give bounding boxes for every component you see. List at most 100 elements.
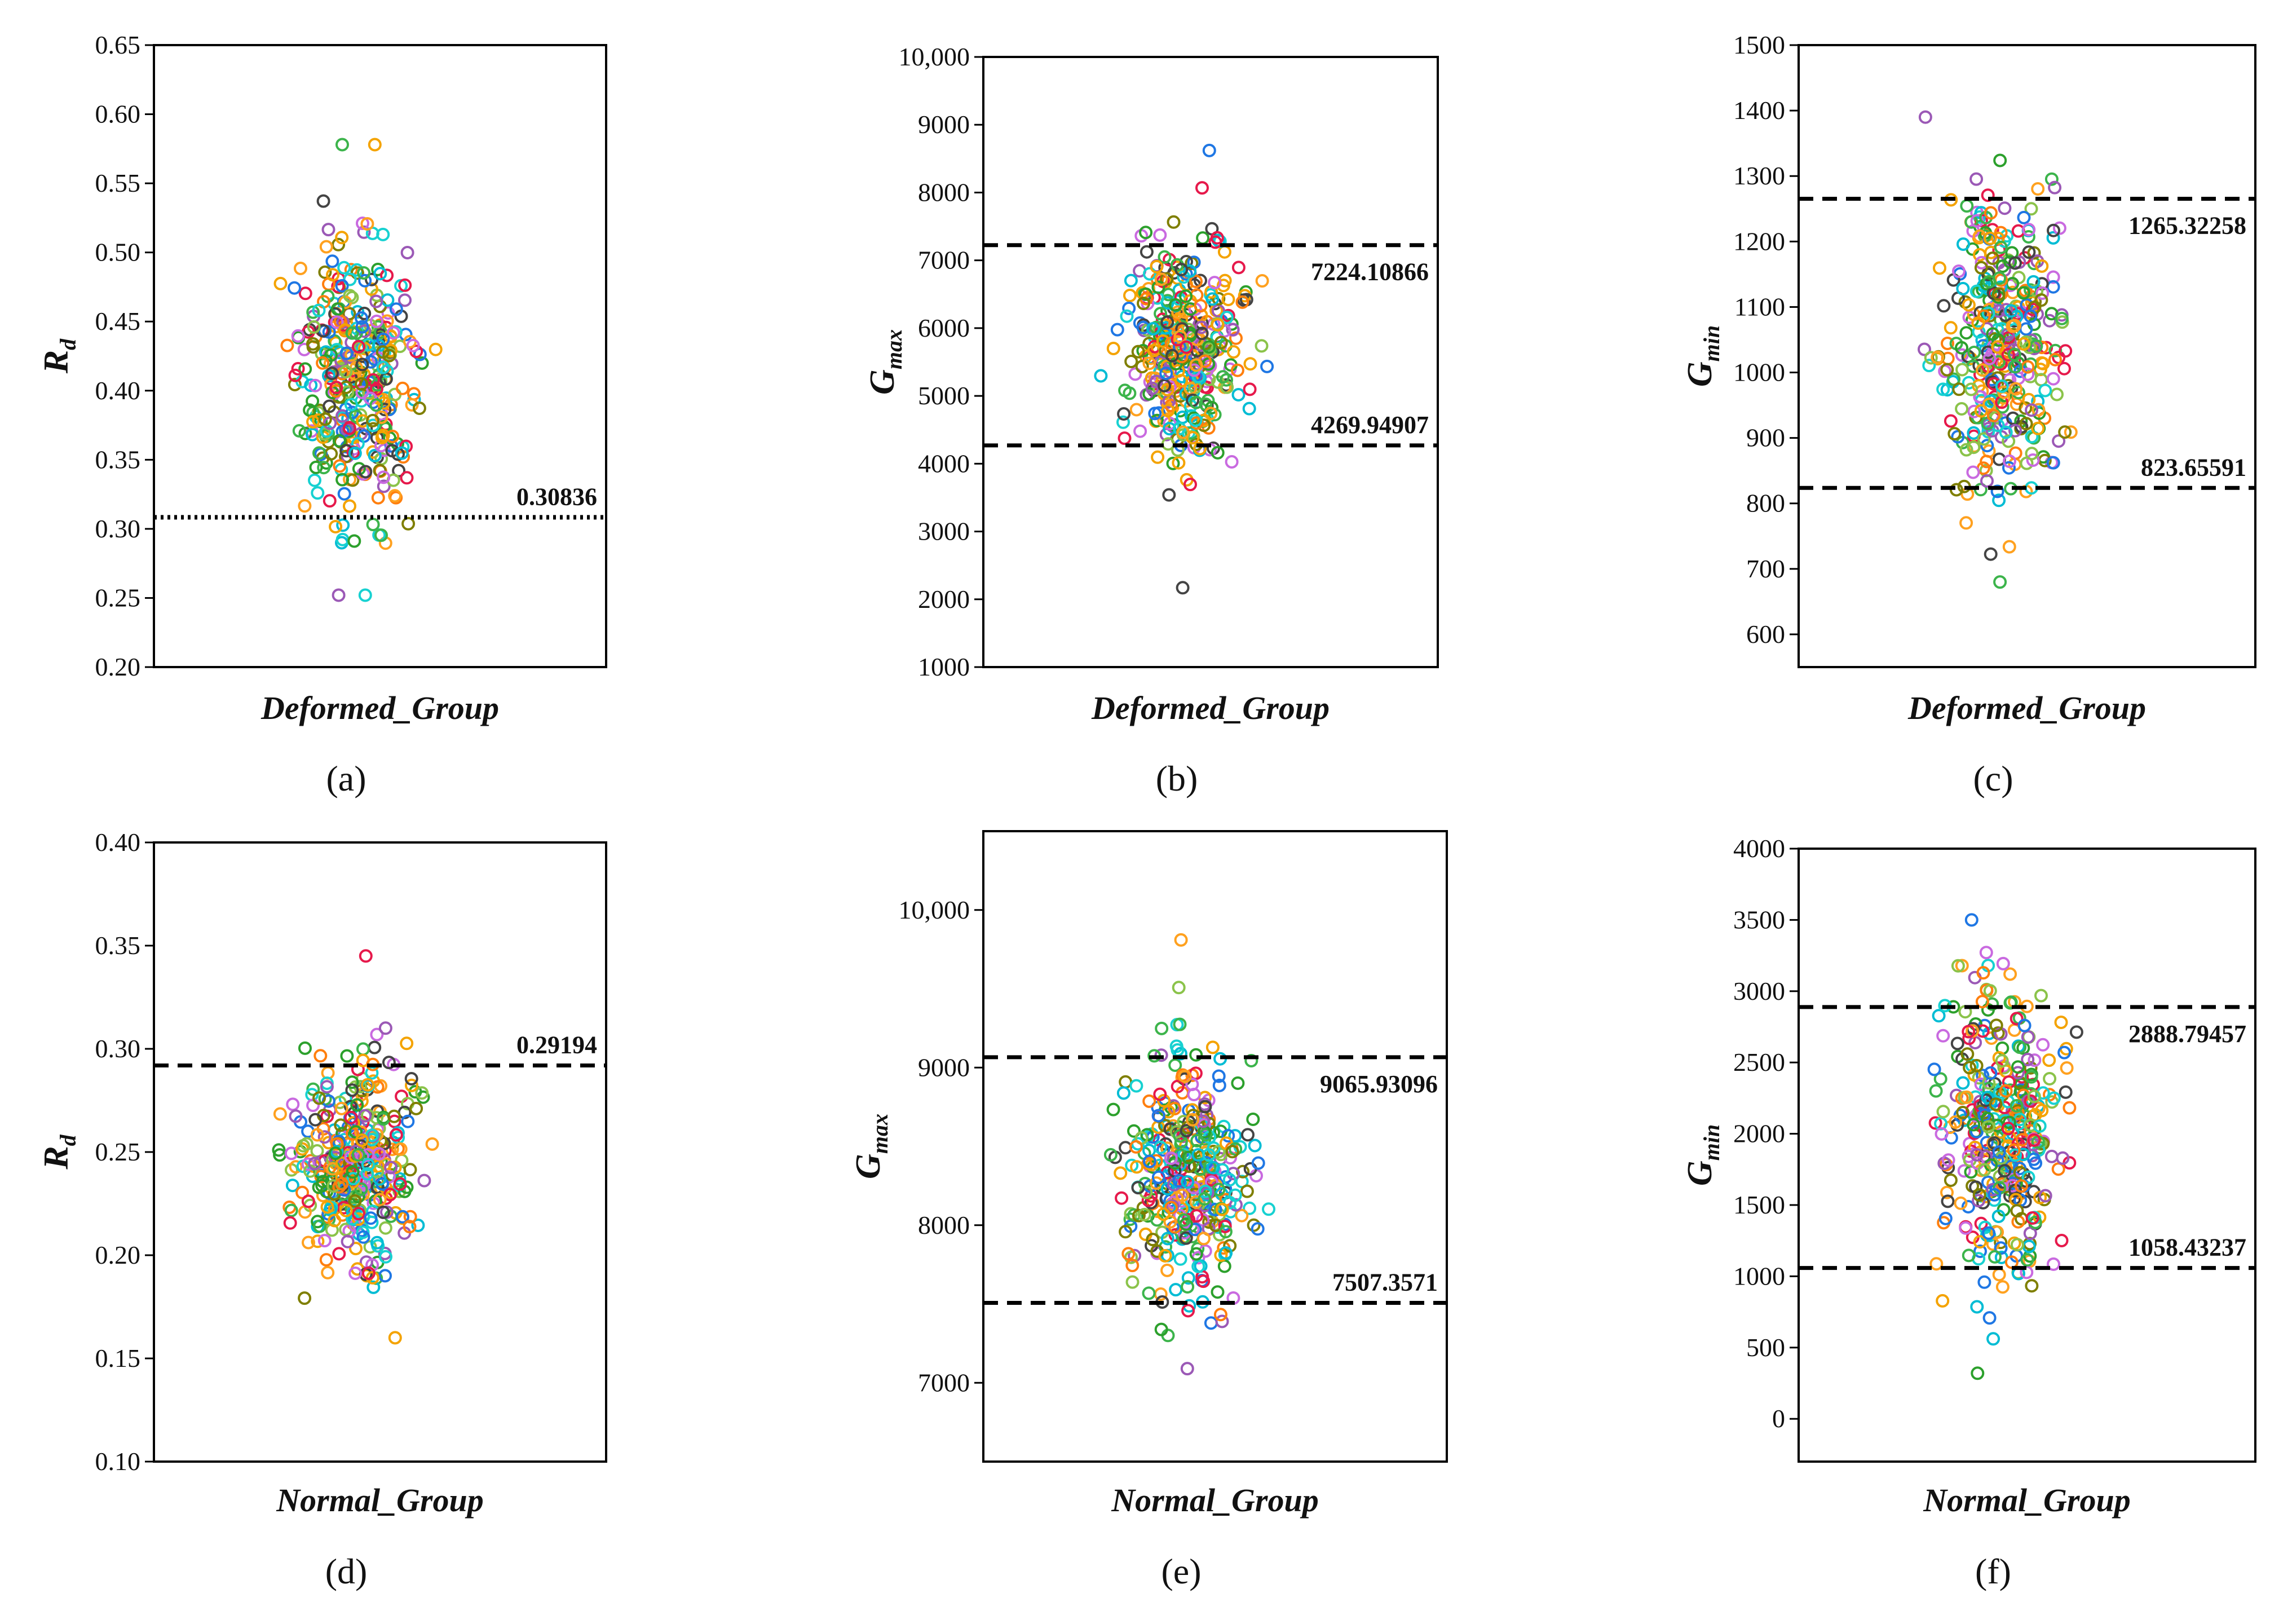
data-point	[1956, 1106, 1970, 1119]
data-point	[1949, 1115, 1963, 1129]
y-tick-label: 0.40	[95, 376, 141, 405]
data-point	[1189, 413, 1203, 427]
data-point	[1974, 404, 1988, 418]
data-point	[1129, 1079, 1143, 1093]
data-point	[378, 1021, 392, 1035]
data-point	[335, 138, 349, 152]
data-point	[2027, 1089, 2041, 1104]
data-point	[2064, 425, 2078, 439]
data-point	[380, 268, 394, 283]
y-tick-label: 700	[1746, 554, 1785, 583]
data-point	[1975, 995, 1989, 1009]
data-point	[391, 1126, 405, 1140]
data-point	[1168, 1058, 1182, 1072]
data-point	[1183, 478, 1197, 492]
data-point	[1933, 1072, 1947, 1086]
data-point	[1103, 1148, 1118, 1162]
data-point	[382, 1056, 396, 1070]
data-point	[1984, 547, 1998, 561]
data-point	[355, 320, 369, 334]
data-point	[1941, 1194, 1955, 1208]
data-point	[1177, 1213, 1191, 1227]
data-point	[339, 1203, 353, 1217]
data-point	[1145, 381, 1159, 395]
data-point	[1964, 913, 1978, 927]
data-point	[1944, 1173, 1958, 1187]
data-point	[2020, 1265, 2034, 1279]
data-point	[1995, 379, 2009, 393]
data-point	[2025, 1279, 2039, 1293]
data-point	[2019, 401, 2033, 415]
x-axis-label: Deformed_Group	[1091, 690, 1330, 726]
y-tick-label: 3500	[1733, 905, 1785, 934]
y-tick-label: 0.10	[95, 1447, 141, 1476]
data-point	[394, 1142, 408, 1156]
data-point	[2024, 1061, 2038, 1075]
data-point	[304, 378, 318, 392]
data-point	[1139, 287, 1153, 301]
data-point	[1952, 382, 1966, 396]
data-point	[1966, 465, 1980, 479]
data-point	[364, 1211, 378, 1225]
data-point	[1971, 1156, 1985, 1170]
data-point	[301, 1157, 315, 1171]
data-point	[343, 499, 356, 513]
data-point	[328, 1146, 342, 1160]
threshold-label: 1058.43237	[2128, 1234, 2246, 1261]
data-point	[1176, 581, 1190, 595]
data-point	[301, 1194, 315, 1208]
data-point	[1124, 355, 1138, 368]
data-point	[2021, 367, 2035, 381]
data-point	[1151, 1109, 1165, 1123]
data-point	[1155, 1021, 1169, 1035]
data-point	[1231, 1076, 1245, 1090]
data-point	[2069, 1025, 2083, 1039]
data-point	[2042, 1053, 2056, 1067]
data-point	[1968, 1140, 1982, 1154]
data-point	[308, 473, 321, 487]
y-tick-label: 7000	[918, 246, 970, 275]
data-point	[373, 1193, 387, 1207]
data-point	[291, 329, 305, 343]
data-point	[395, 446, 409, 460]
data-point	[1130, 1160, 1144, 1174]
y-axis-label: Gmax	[849, 1114, 893, 1179]
panel-label: (d)	[325, 1551, 368, 1591]
data-point	[403, 1220, 417, 1234]
data-point	[383, 1188, 397, 1202]
data-point	[1180, 1362, 1194, 1376]
y-tick-label: 800	[1746, 489, 1785, 518]
y-axis-label-main: R	[37, 350, 76, 374]
y-axis-label-sub: max	[867, 1114, 893, 1154]
data-point	[1936, 1294, 1950, 1308]
data-point	[1262, 1202, 1275, 1216]
data-point	[1153, 1087, 1167, 1101]
threshold-label: 0.30836	[516, 483, 597, 510]
data-point	[366, 373, 380, 387]
panel-d: 0.10 0.15 0.20 0.25 0.30 0.35 0.40 Rd Normal_Gro…	[37, 828, 607, 1591]
data-point	[376, 360, 390, 374]
data-point	[356, 217, 369, 230]
data-point	[300, 1137, 313, 1151]
y-tick-label: 1500	[1733, 1190, 1785, 1219]
data-point	[339, 365, 353, 379]
data-point	[381, 306, 395, 320]
data-point	[2026, 453, 2040, 467]
data-point	[2023, 1226, 2037, 1241]
data-point	[1171, 305, 1185, 319]
data-point	[350, 1098, 364, 1112]
data-point	[2021, 1053, 2035, 1066]
data-point	[1204, 407, 1218, 421]
data-point	[1129, 403, 1143, 417]
data-point	[1998, 1164, 2012, 1178]
data-point	[1206, 1160, 1220, 1175]
data-point	[1212, 1069, 1226, 1083]
data-point	[1255, 274, 1269, 288]
data-point	[389, 302, 403, 316]
data-point	[1982, 1311, 1997, 1325]
data-point	[1996, 956, 2010, 970]
y-axis-label-main: G	[1681, 361, 1719, 387]
data-point	[311, 486, 325, 500]
data-point	[1183, 1159, 1196, 1173]
data-point	[1154, 1140, 1168, 1154]
